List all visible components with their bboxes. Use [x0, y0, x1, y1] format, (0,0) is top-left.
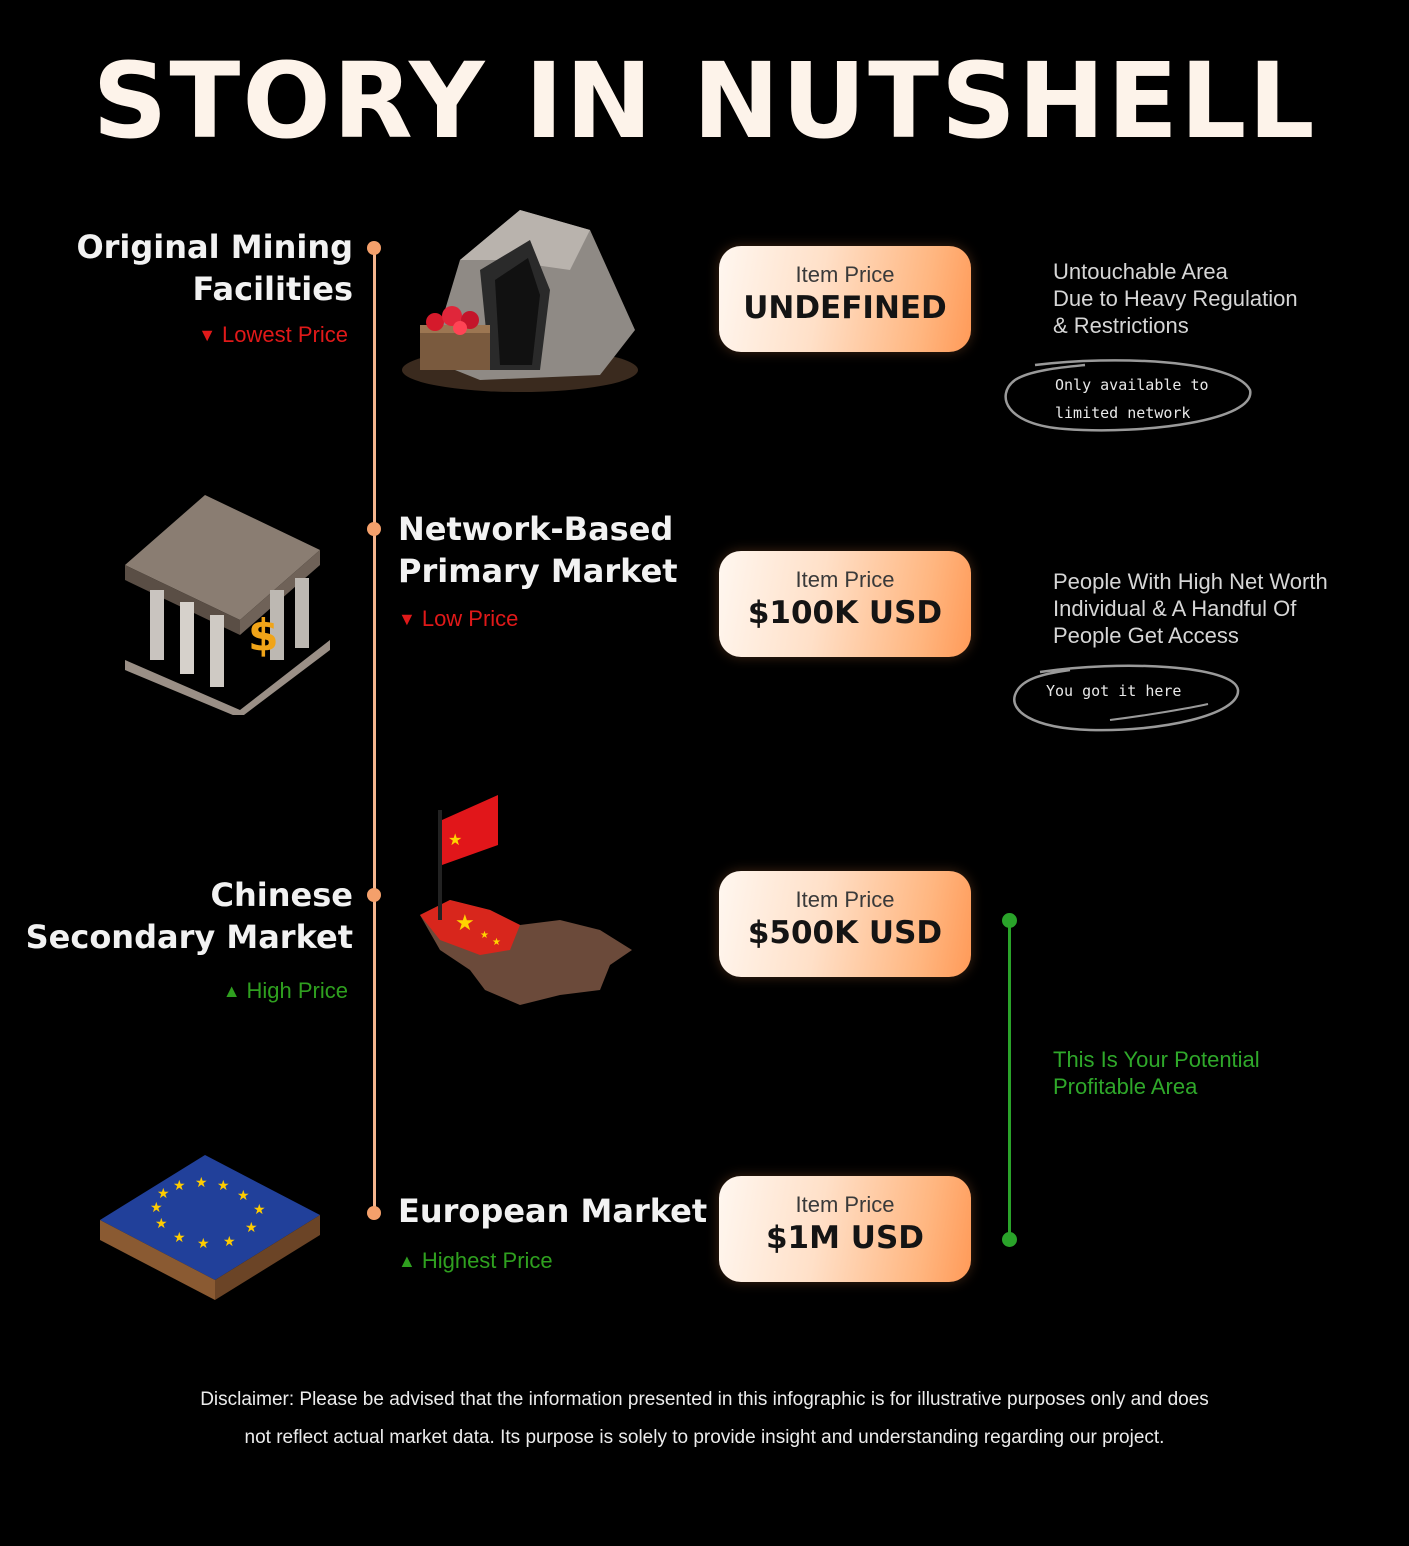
card-label: Item Price [795, 887, 895, 912]
price-tag-highest: ▲ Highest Price [398, 1248, 553, 1274]
price-card-mining: Item Price UNDEFINED [719, 246, 971, 352]
svg-text:★: ★ [253, 1202, 266, 1218]
scribble-text-mining: Only available to limited network [1055, 376, 1209, 422]
profit-note-line: This Is Your Potential [1053, 1047, 1260, 1072]
stage-title-primary: Network-Based Primary Market [398, 508, 698, 592]
price-tag-lowest: ▼ Lowest Price [180, 322, 348, 348]
svg-text:★: ★ [492, 937, 501, 948]
note-line: People Get Access [1053, 623, 1239, 648]
scribble-line: Only available to [1055, 376, 1209, 394]
card-label: Item Price [795, 1192, 895, 1217]
stage-title-mining: Original Mining Facilities [60, 226, 353, 310]
note-mining: Untouchable Area Due to Heavy Regulation… [1053, 258, 1383, 339]
price-tag-label: Lowest Price [222, 322, 348, 347]
profit-range-line [1008, 920, 1011, 1240]
scribble-text-primary: You got it here [1046, 682, 1182, 700]
profit-note: This Is Your Potential Profitable Area [1053, 1046, 1373, 1100]
price-tag-label: High Price [246, 978, 348, 1003]
stage-title-line: Primary Market [398, 552, 678, 590]
profit-range-dot-bottom [1002, 1232, 1017, 1247]
eu-flag-tile-icon: ★ ★ ★ ★ ★ ★ ★ ★ ★ ★ ★ ★ [95, 1150, 325, 1305]
scribble-circle-primary [1010, 660, 1242, 738]
timeline-line [373, 248, 376, 1214]
card-label: Item Price [795, 262, 895, 287]
card-value: UNDEFINED [743, 290, 947, 326]
stage-title-line: Original Mining [76, 228, 353, 266]
note-line: Individual & A Handful Of [1053, 596, 1297, 621]
bank-icon: $ [120, 490, 335, 718]
stage-title-line: Facilities [192, 270, 353, 308]
svg-text:★: ★ [480, 930, 489, 941]
price-tag-label: Highest Price [421, 1248, 553, 1273]
scribble-line: limited network [1055, 404, 1191, 422]
arrow-up-icon: ▲ [398, 1250, 416, 1271]
arrow-down-icon: ▼ [398, 608, 416, 629]
note-line: People With High Net Worth [1053, 569, 1328, 594]
disclaimer-line: Disclaimer: Please be advised that the i… [200, 1389, 1209, 1410]
price-card-chinese: Item Price $500K USD [719, 871, 971, 977]
disclaimer: Disclaimer: Please be advised that the i… [100, 1381, 1309, 1457]
mine-icon [400, 200, 640, 395]
svg-text:★: ★ [197, 1236, 210, 1252]
svg-text:★: ★ [150, 1200, 163, 1216]
svg-text:$: $ [248, 610, 279, 661]
note-primary: People With High Net Worth Individual & … [1053, 568, 1393, 649]
svg-text:★: ★ [173, 1230, 186, 1246]
svg-text:★: ★ [448, 830, 462, 849]
stage-title-chinese: Chinese Secondary Market [20, 874, 353, 958]
stage-title-line: Secondary Market [25, 918, 353, 956]
svg-text:★: ★ [195, 1175, 208, 1191]
timeline-dot [367, 1206, 381, 1220]
price-card-european: Item Price $1M USD [719, 1176, 971, 1282]
svg-text:★: ★ [173, 1178, 186, 1194]
scribble-circle-mining [995, 355, 1257, 437]
disclaimer-line: not reflect actual market data. Its purp… [244, 1427, 1165, 1448]
svg-text:★: ★ [155, 1216, 168, 1232]
price-tag-label: Low Price [421, 606, 519, 631]
stage-title-line: Chinese [210, 876, 353, 914]
card-value: $100K USD [747, 595, 943, 631]
note-line: Due to Heavy Regulation [1053, 286, 1298, 311]
svg-text:★: ★ [223, 1234, 236, 1250]
arrow-up-icon: ▲ [222, 980, 241, 1001]
timeline-dot [367, 522, 381, 536]
china-map-icon: ★ ★ ★ ★ [410, 790, 640, 1015]
card-label: Item Price [795, 567, 895, 592]
profit-range-dot-top [1002, 913, 1017, 928]
note-line: & Restrictions [1053, 313, 1189, 338]
svg-text:★: ★ [237, 1188, 250, 1204]
svg-text:★: ★ [157, 1186, 170, 1202]
stage-title-line: Network-Based [398, 510, 674, 548]
card-value: $500K USD [747, 915, 943, 951]
timeline-dot [367, 888, 381, 902]
price-card-primary: Item Price $100K USD [719, 551, 971, 657]
stage-title-european: European Market [398, 1192, 708, 1230]
price-tag-high: ▲ High Price [180, 978, 348, 1004]
arrow-down-icon: ▼ [198, 324, 217, 345]
svg-text:★: ★ [245, 1220, 258, 1236]
timeline-dot [367, 241, 381, 255]
card-value: $1M USD [765, 1220, 924, 1256]
page-title: STORY IN NUTSHELL [92, 40, 1317, 162]
note-line: Untouchable Area [1053, 259, 1228, 284]
svg-text:★: ★ [455, 911, 475, 936]
svg-text:★: ★ [217, 1178, 230, 1194]
profit-note-line: Profitable Area [1053, 1074, 1198, 1099]
price-tag-low: ▼ Low Price [398, 606, 518, 632]
